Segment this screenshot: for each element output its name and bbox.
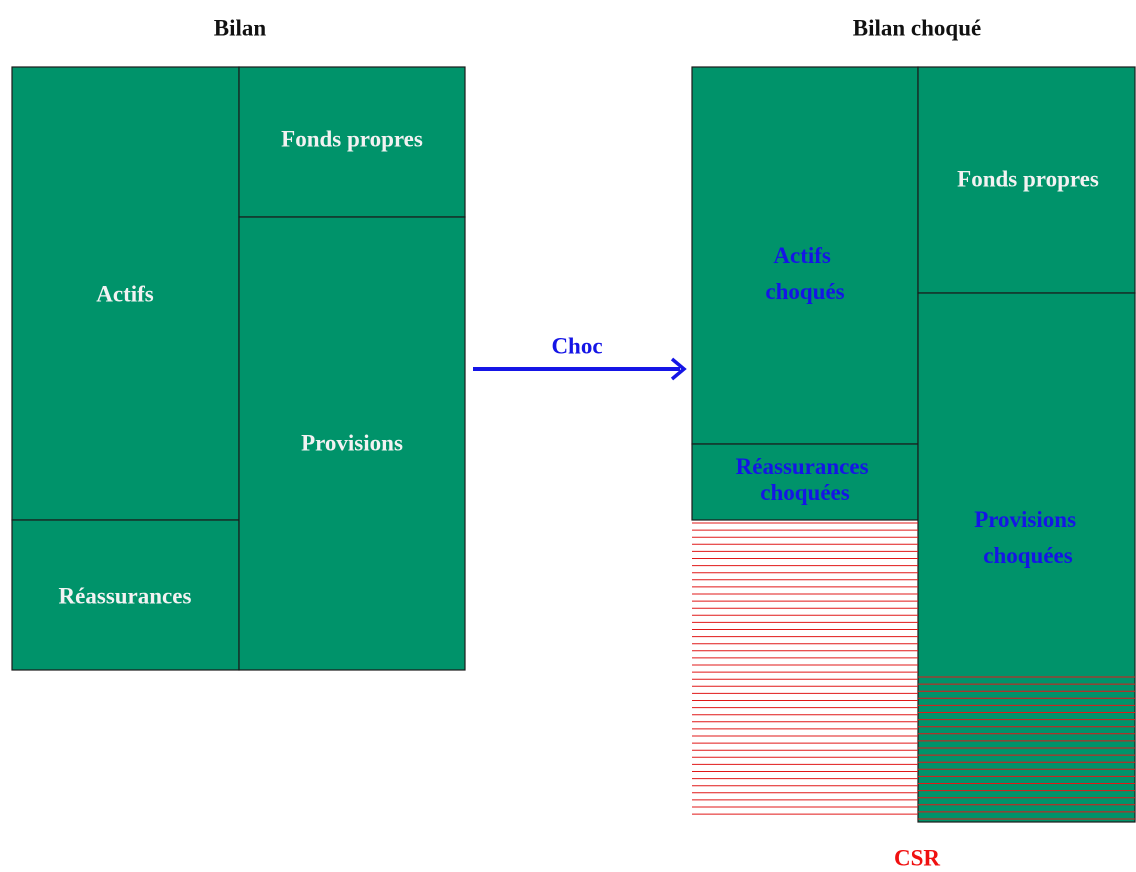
reassurances-block (11, 519, 240, 671)
actifs-choques-label: Actifs choqués (765, 243, 844, 304)
provisions-choquees-label: Provisions choquées (974, 507, 1082, 568)
fonds-propres-label: Fonds propres (281, 126, 423, 151)
label-line: Actifs (773, 243, 831, 268)
label-line: choqués (765, 279, 844, 304)
provisions-block (238, 216, 466, 671)
label-line: Provisions (974, 507, 1076, 532)
reassurances-choquees-block (691, 443, 919, 521)
fonds-propres-block (238, 66, 466, 218)
provisions-label: Provisions (301, 430, 403, 455)
fonds-propres-block (917, 66, 1136, 294)
actifs-block (11, 66, 240, 521)
label-line: choquées (760, 480, 850, 505)
arrow-label: Choc (551, 333, 602, 358)
csr-hatch (692, 522, 1135, 820)
csr-label: CSR (894, 845, 940, 870)
reassurances-label: Réassurances (59, 583, 192, 608)
left-title: Bilan (214, 15, 267, 40)
arrow-head (670, 357, 687, 381)
fonds-propres-label: Fonds propres (957, 166, 1099, 191)
right-title: Bilan choqué (853, 15, 981, 40)
label-line: Réassurances (736, 454, 869, 479)
reassurances-choquees-label: Réassurances choquées (736, 454, 875, 505)
label-line: choquées (983, 543, 1073, 568)
actifs-label: Actifs (96, 281, 154, 306)
